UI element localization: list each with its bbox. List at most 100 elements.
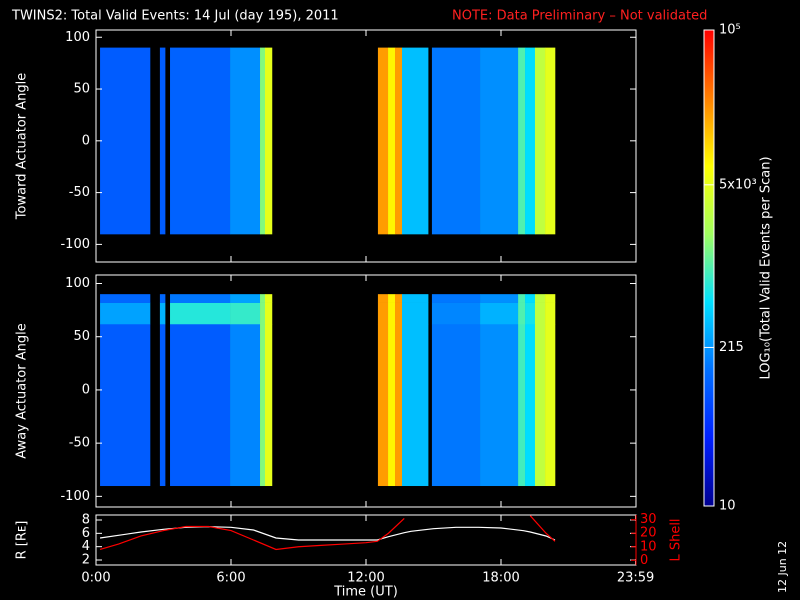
heat-cell — [402, 47, 429, 235]
y2-tick-label: 10 — [640, 539, 657, 554]
heat-cell — [545, 302, 556, 325]
x-tick-label: 0:00 — [81, 571, 110, 586]
y-tick-label: 6 — [82, 526, 90, 541]
heat-cell — [525, 323, 536, 487]
y-tick-label: -100 — [60, 489, 90, 504]
plot-area — [99, 515, 556, 551]
y-tick-label: -100 — [60, 237, 90, 252]
heat-cell — [377, 47, 389, 235]
heat-cell — [230, 294, 261, 303]
heat-cell — [377, 294, 389, 303]
heat-cell — [525, 294, 536, 303]
colorbar-tick-label: 5x10³ — [719, 177, 757, 192]
heat-cell — [159, 47, 166, 235]
heat-cell — [264, 302, 273, 325]
y-axis-label: R [Rᴇ] — [15, 521, 30, 560]
heat-cell — [260, 302, 266, 325]
heat-cell — [170, 294, 231, 303]
heat-cell — [431, 302, 481, 325]
y2-axis-label: L Shell — [669, 518, 684, 561]
colorbar-tick-label: 10 — [719, 499, 736, 514]
line-l — [99, 517, 405, 551]
heat-cell — [534, 302, 546, 325]
y-tick-label: -50 — [69, 185, 90, 200]
y-tick-label: 8 — [82, 513, 90, 528]
line-l — [529, 515, 556, 542]
line-r — [99, 526, 556, 541]
heat-cell — [525, 302, 536, 325]
heat-cell — [431, 47, 481, 235]
heat-cell — [518, 323, 526, 487]
y2-tick-label: 30 — [640, 512, 657, 527]
heat-cell — [260, 47, 266, 235]
date-stamp: 12 Jun 12 — [776, 541, 789, 593]
heat-cell — [170, 302, 231, 325]
y-axis-label: Toward Actuator Angle — [15, 73, 30, 220]
heat-cell — [518, 294, 526, 303]
heat-cell — [395, 323, 403, 487]
heat-cell — [170, 47, 231, 235]
heat-cell — [100, 323, 151, 487]
heat-cell — [230, 47, 261, 235]
x-axis-label: Time (UT) — [333, 585, 398, 600]
heat-cell — [264, 294, 273, 303]
heat-cell — [480, 302, 519, 325]
heat-cell — [159, 302, 166, 325]
heat-cell — [402, 294, 429, 303]
heat-cell — [395, 294, 403, 303]
heat-cell — [388, 294, 396, 303]
heat-cell — [230, 323, 261, 487]
heat-cell — [402, 302, 429, 325]
heat-cell — [230, 302, 261, 325]
heat-cell — [534, 323, 546, 487]
heat-cell — [377, 323, 389, 487]
x-tick-label: 23:59 — [617, 571, 654, 586]
heat-cell — [377, 302, 389, 325]
heat-cell — [534, 47, 546, 235]
heat-cell — [545, 294, 556, 303]
heat-cell — [545, 47, 556, 235]
y-tick-label: 0 — [82, 382, 90, 397]
heat-cell — [159, 294, 166, 303]
y2-tick-label: 20 — [640, 526, 657, 541]
x-tick-label: 6:00 — [216, 571, 245, 586]
chart-title: TWINS2: Total Valid Events: 14 Jul (day … — [11, 9, 339, 24]
heat-cell — [388, 47, 396, 235]
y-tick-label: 0 — [82, 133, 90, 148]
heat-cell — [264, 47, 273, 235]
y-tick-label: 100 — [65, 30, 90, 45]
y2-tick-label: 0 — [640, 553, 648, 568]
x-tick-label: 12:00 — [347, 571, 384, 586]
colorbar-tick-label: 215 — [719, 340, 744, 355]
heat-cell — [264, 323, 273, 487]
heat-cell — [159, 323, 166, 487]
y-tick-label: -50 — [69, 436, 90, 451]
heat-cell — [402, 323, 429, 487]
heat-cell — [480, 47, 519, 235]
note: NOTE: Data Preliminary – Not validated — [452, 9, 707, 24]
colorbar-tick-label: 10⁵ — [719, 23, 741, 38]
heat-cell — [395, 47, 403, 235]
heat-cell — [100, 47, 151, 235]
heat-cell — [480, 294, 519, 303]
heat-cell — [431, 294, 481, 303]
heat-cell — [100, 302, 151, 325]
heat-cell — [534, 294, 546, 303]
plot-area — [100, 294, 556, 487]
heat-cell — [170, 323, 231, 487]
heat-cell — [260, 294, 266, 303]
y-tick-label: 4 — [82, 539, 90, 554]
colorbar — [703, 29, 715, 507]
y-tick-label: 50 — [73, 329, 90, 344]
x-tick-label: 18:00 — [482, 571, 519, 586]
heat-cell — [525, 47, 536, 235]
heat-cell — [260, 323, 266, 487]
heat-cell — [431, 323, 481, 487]
y-tick-label: 50 — [73, 82, 90, 97]
heat-cell — [388, 302, 396, 325]
heat-cell — [518, 302, 526, 325]
y-tick-label: 100 — [65, 276, 90, 291]
plot-area — [100, 47, 556, 235]
heat-cell — [545, 323, 556, 487]
